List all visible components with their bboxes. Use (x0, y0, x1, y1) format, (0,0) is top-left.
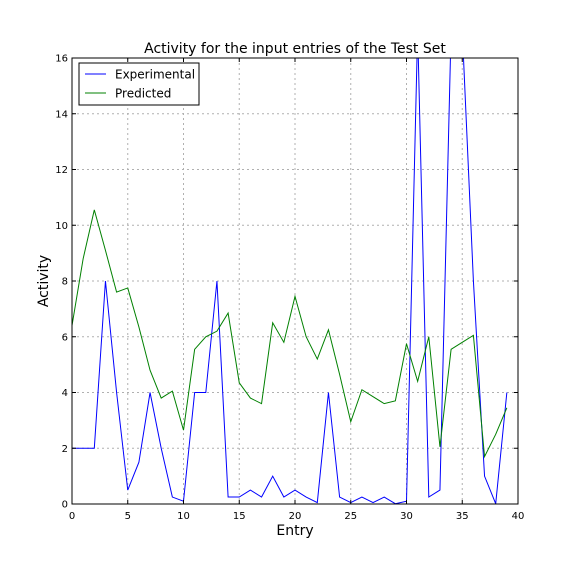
chart-title: Activity for the input entries of the Te… (144, 41, 446, 57)
y-axis: 0 2 4 6 8 10 12 14 16 (55, 54, 68, 511)
x-tick-label: 10 (177, 511, 190, 522)
x-tick-label: 30 (400, 511, 413, 522)
y-tick-label: 8 (62, 277, 68, 288)
y-tick-label: 10 (55, 221, 68, 232)
series-line-predicted (72, 209, 508, 459)
legend-label: Experimental (115, 68, 195, 82)
x-tick-label: 15 (233, 511, 246, 522)
y-tick-label: 2 (62, 444, 68, 455)
y-tick-label: 0 (62, 500, 68, 511)
y-axis-label: Activity (36, 255, 52, 307)
y-tick-label: 6 (62, 332, 68, 343)
x-tick-label: 25 (344, 511, 357, 522)
y-tick-label: 12 (55, 165, 68, 176)
y-tick-label: 14 (55, 109, 68, 120)
x-tick-label: 35 (456, 511, 469, 522)
x-tick-label: 5 (125, 511, 131, 522)
x-tick-label: 40 (512, 511, 525, 522)
x-tick-label: 20 (289, 511, 302, 522)
y-tick-label: 16 (55, 54, 68, 65)
series-line-experimental (72, 58, 508, 504)
legend-box (78, 62, 200, 106)
legend: Experimental Predicted (78, 62, 200, 106)
legend-label: Predicted (115, 87, 171, 101)
series-lines (72, 58, 508, 504)
x-axis: 0 5 10 15 20 25 30 35 40 (69, 511, 525, 522)
x-axis-label: Entry (276, 523, 313, 539)
x-tick-label: 0 (69, 511, 75, 522)
y-tick-label: 4 (62, 388, 68, 399)
axis-ticks (71, 57, 519, 505)
